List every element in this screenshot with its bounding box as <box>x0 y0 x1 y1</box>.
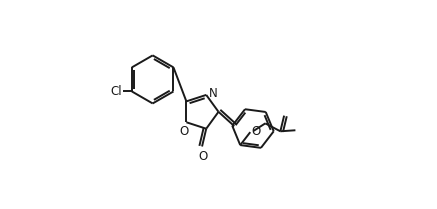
Text: O: O <box>198 150 208 163</box>
Text: O: O <box>180 125 189 138</box>
Text: N: N <box>209 87 218 100</box>
Text: O: O <box>252 125 261 138</box>
Text: Cl: Cl <box>111 85 122 98</box>
